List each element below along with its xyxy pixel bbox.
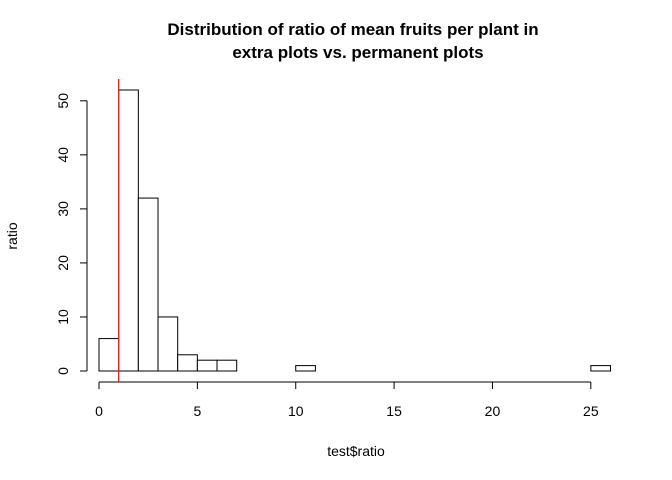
histogram-bar-0 bbox=[98, 338, 120, 372]
y-axis: 0 10 20 30 40 50 bbox=[55, 93, 88, 375]
x-axis-label: test$ratio bbox=[327, 443, 385, 459]
histogram-bar-3 bbox=[157, 316, 179, 372]
y-axis-label: ratio bbox=[4, 222, 20, 249]
histogram-bar-2 bbox=[137, 197, 159, 372]
histogram-bar-1 bbox=[118, 89, 139, 372]
histogram-bar-25 bbox=[590, 365, 611, 372]
y-tick-label-0: 0 bbox=[55, 367, 71, 375]
chart-title-line-1: Distribution of ratio of mean fruits per… bbox=[167, 20, 538, 39]
x-tick-label-4: 20 bbox=[485, 403, 501, 419]
histogram-bars bbox=[98, 89, 611, 372]
chart-title-line-2: extra plots vs. permanent plots bbox=[232, 43, 483, 62]
y-tick-label-4: 40 bbox=[55, 147, 71, 163]
histogram-bar-5 bbox=[196, 359, 218, 372]
y-tick-label-2: 20 bbox=[55, 255, 71, 271]
histogram-bar-10 bbox=[295, 365, 316, 372]
y-tick-label-1: 10 bbox=[55, 309, 71, 325]
y-tick-label-3: 30 bbox=[55, 201, 71, 217]
y-tick-label-5: 50 bbox=[55, 93, 71, 109]
x-axis: 0 5 10 15 20 25 bbox=[95, 381, 599, 419]
histogram-bar-6 bbox=[216, 359, 238, 372]
x-tick-label-2: 10 bbox=[288, 403, 304, 419]
histogram-bar-4 bbox=[177, 354, 198, 372]
x-tick-label-5: 25 bbox=[583, 403, 599, 419]
x-tick-label-3: 15 bbox=[386, 403, 402, 419]
x-tick-label-1: 5 bbox=[193, 403, 201, 419]
x-tick-label-0: 0 bbox=[95, 403, 103, 419]
